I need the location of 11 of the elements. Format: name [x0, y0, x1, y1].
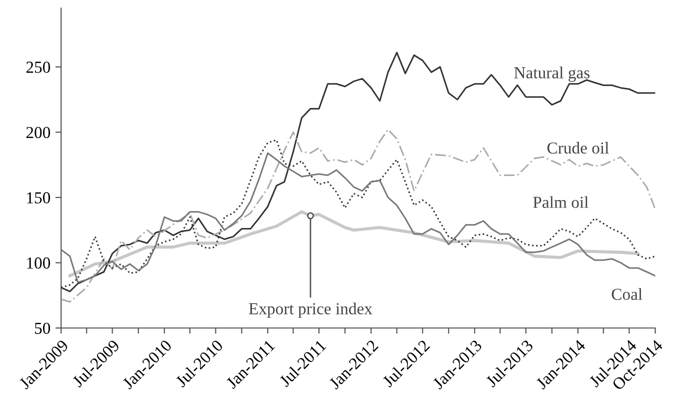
y-tick-label: 50: [34, 322, 50, 334]
series-label: Palm oil: [533, 196, 588, 208]
y-tick-label: 100: [27, 257, 50, 269]
series-label: Crude oil: [547, 142, 609, 154]
y-tick-label: 250: [26, 62, 50, 73]
series-label: Coal: [612, 288, 642, 300]
y-tick-label: 150: [27, 192, 50, 204]
series-label: Natural gas: [514, 66, 590, 82]
y-tick-label: 200: [26, 126, 50, 138]
text: Export price index: [248, 302, 372, 318]
line-series: [68, 210, 640, 278]
